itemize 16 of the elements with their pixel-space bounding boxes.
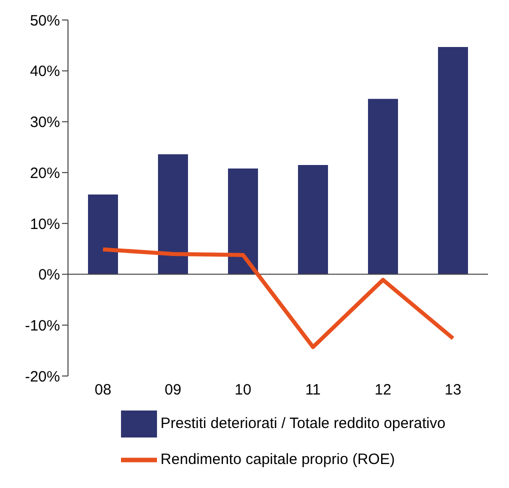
x-tick-label: 12 — [374, 382, 392, 399]
y-tick-label: 40% — [30, 63, 60, 80]
x-tick-label: 13 — [444, 382, 462, 399]
y-tick-label: -10% — [24, 317, 60, 334]
x-tick-label: 08 — [94, 382, 112, 399]
legend-label: Prestiti deteriorati / Totale reddito operativo — [160, 414, 446, 432]
x-tick-label: 10 — [234, 382, 252, 399]
x-tick-label: 09 — [164, 382, 182, 399]
y-tick-label: 10% — [30, 216, 60, 233]
x-tick-label: 11 — [305, 382, 321, 399]
legend-label: Rendimento capitale proprio (ROE) — [160, 450, 395, 468]
y-tick-label: 20% — [30, 164, 60, 182]
y-tick-label: 50% — [30, 12, 60, 30]
y-tick-label: 30% — [30, 114, 60, 132]
y-tick-label: -20% — [24, 368, 60, 386]
y-tick-label: 0% — [38, 266, 60, 284]
